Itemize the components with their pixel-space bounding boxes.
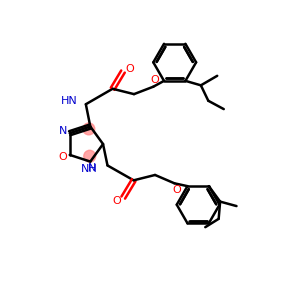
- Text: O: O: [59, 152, 68, 162]
- Text: N: N: [59, 126, 68, 136]
- Text: O: O: [150, 75, 159, 85]
- Circle shape: [83, 123, 95, 135]
- Text: O: O: [112, 196, 121, 206]
- Circle shape: [84, 150, 96, 162]
- Text: O: O: [172, 185, 181, 195]
- Text: N: N: [88, 163, 96, 173]
- Text: NH: NH: [81, 164, 98, 174]
- Text: O: O: [125, 64, 134, 74]
- Text: HN: HN: [61, 96, 77, 106]
